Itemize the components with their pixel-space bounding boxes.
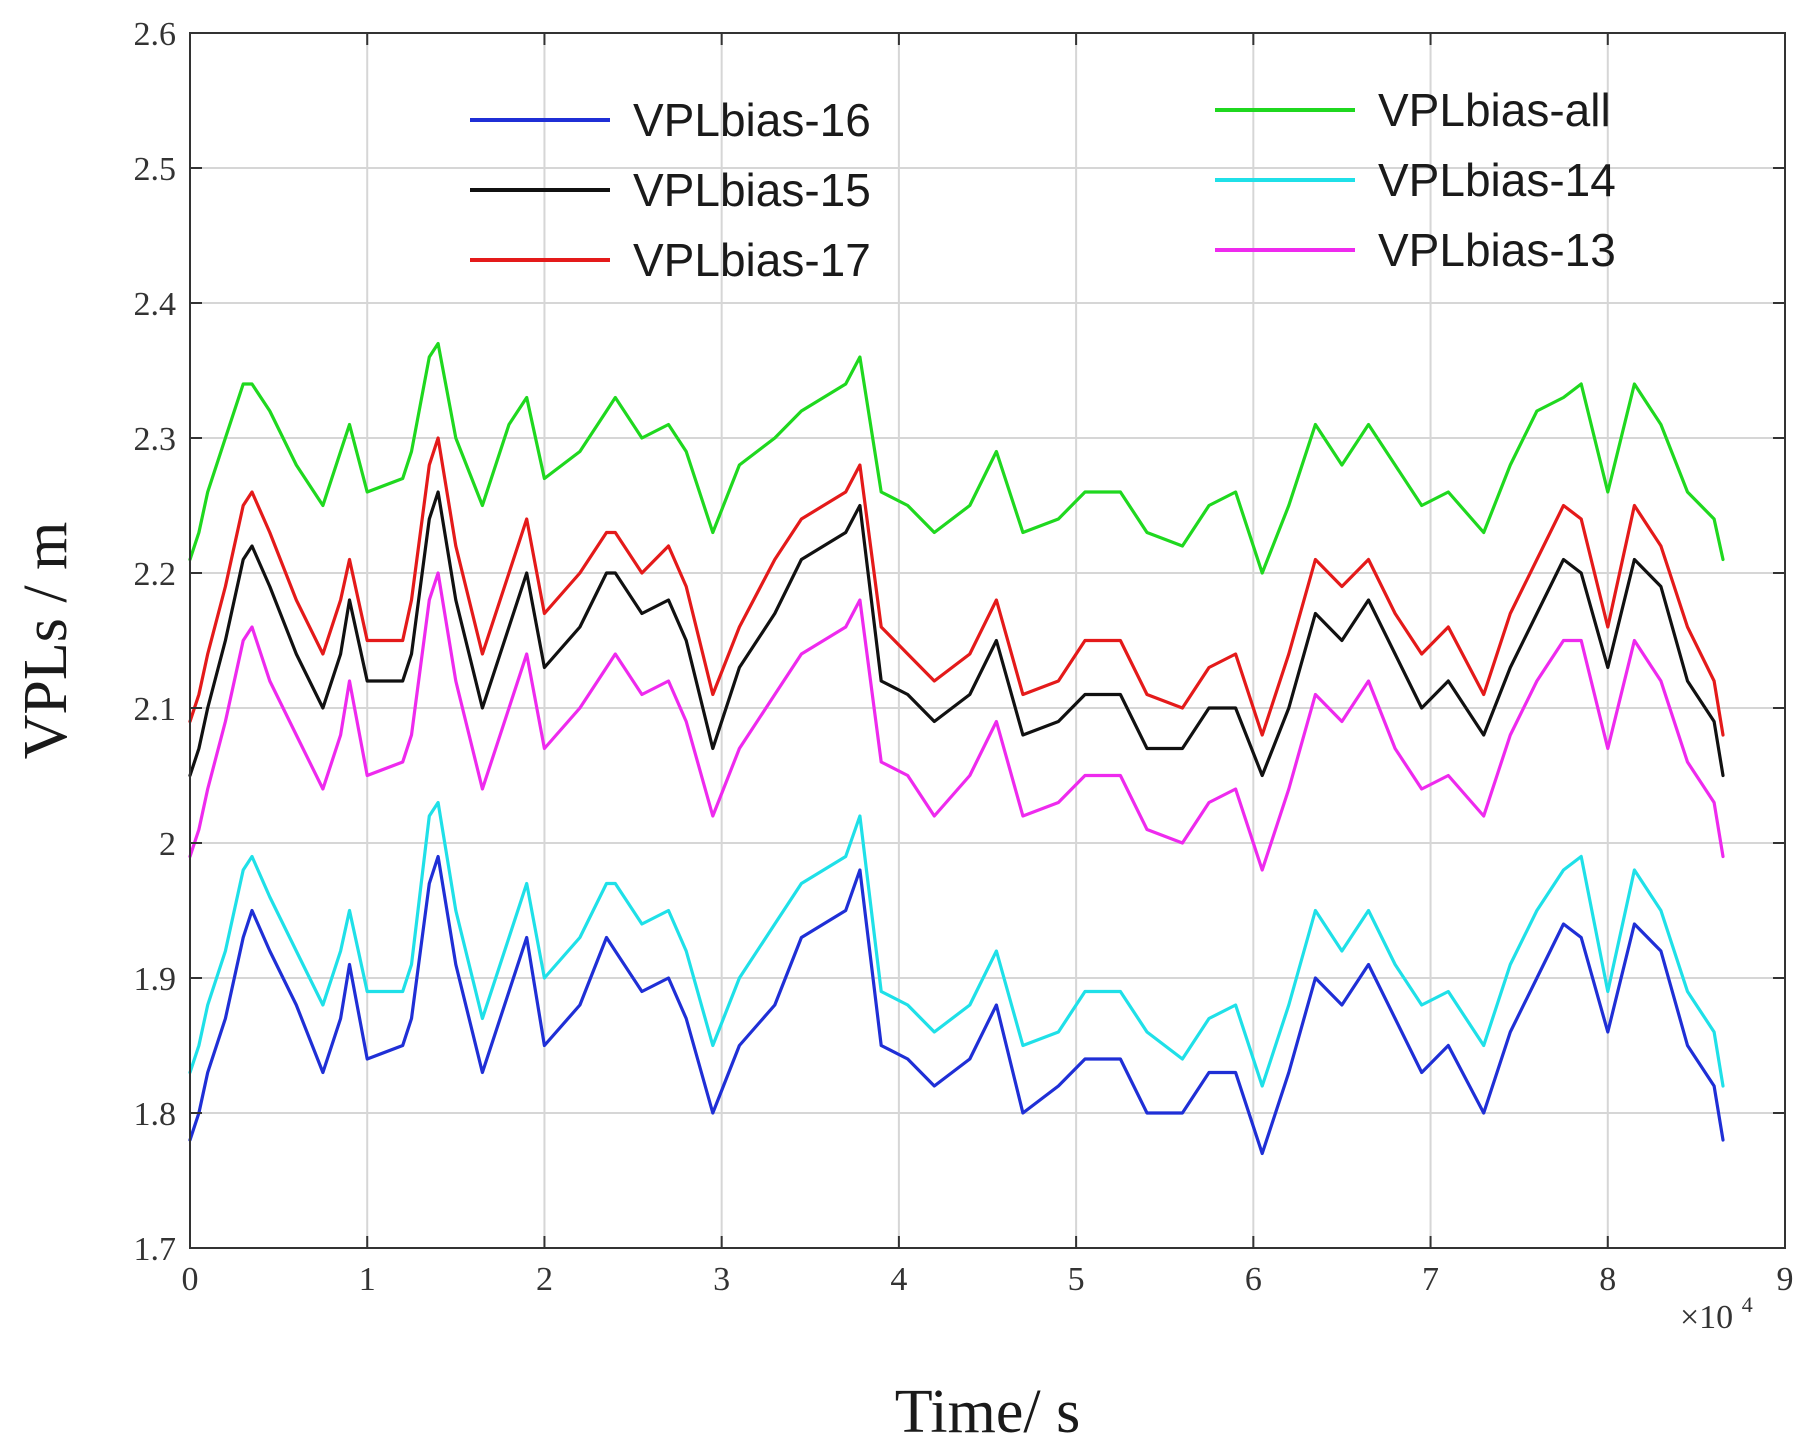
series-line-vplbias-16 <box>188 854 1725 1156</box>
y-tick-label: 2.4 <box>134 286 177 323</box>
axis-ticks: 0 1 2 3 4 5 6 7 8 9 1.7 1.8 1.9 2 2.1 2.2 2.3 2.4 2.5 2.6 <box>134 16 1794 1298</box>
y-tick-label: 1.9 <box>134 961 177 998</box>
legend-item: VPLbias-all <box>1215 84 1611 136</box>
y-tick-label: 2.6 <box>134 16 177 53</box>
x-tick-label: 3 <box>713 1261 730 1298</box>
plot-frame <box>189 32 1786 1249</box>
x-tick-label: 2 <box>536 1261 553 1298</box>
x-tick-label: 6 <box>1245 1261 1262 1298</box>
x-axis-multiplier-base: ×10 <box>1680 1299 1733 1336</box>
legend-label: VPLbias-14 <box>1378 154 1616 206</box>
x-tick-label: 1 <box>359 1261 376 1298</box>
x-axis-multiplier-exponent: 4 <box>1742 1292 1753 1317</box>
legend-label: VPLbias-all <box>1378 84 1611 136</box>
legend-label: VPLbias-16 <box>633 94 871 146</box>
legend-label: VPLbias-17 <box>633 234 871 286</box>
y-tick-label: 2.1 <box>134 691 177 728</box>
x-axis-multiplier: ×10 4 <box>1680 1292 1753 1336</box>
legend-item: VPLbias-16 <box>470 94 871 146</box>
legend-label: VPLbias-15 <box>633 164 871 216</box>
series-line-vplbias-15 <box>188 490 1725 778</box>
x-tick-label: 8 <box>1599 1261 1616 1298</box>
x-tick-label: 9 <box>1777 1261 1794 1298</box>
y-tick-label: 2 <box>159 826 176 863</box>
series-line-vplbias-17 <box>188 436 1725 737</box>
legend-item: VPLbias-15 <box>470 164 871 216</box>
legend-label: VPLbias-13 <box>1378 224 1616 276</box>
x-tick-label: 5 <box>1068 1261 1085 1298</box>
x-tick-label: 0 <box>182 1261 199 1298</box>
x-tick-label: 7 <box>1422 1261 1439 1298</box>
legend: VPLbias-16 VPLbias-15 VPLbias-17 VPLbias-al… <box>470 84 1616 286</box>
grid-lines <box>190 33 1785 1248</box>
series-line-vplbias-all <box>188 341 1725 575</box>
y-tick-label: 2.5 <box>134 151 177 188</box>
series-lines <box>188 341 1725 1156</box>
legend-item: VPLbias-14 <box>1215 154 1616 206</box>
x-tick-label: 4 <box>890 1261 907 1298</box>
legend-item: VPLbias-17 <box>470 234 871 286</box>
y-tick-label: 1.7 <box>134 1231 177 1268</box>
x-axis-label: Time/ s <box>895 1378 1081 1446</box>
y-tick-label: 2.3 <box>134 421 177 458</box>
series-line-vplbias-13 <box>188 571 1725 872</box>
y-tick-label: 2.2 <box>134 556 177 593</box>
legend-item: VPLbias-13 <box>1215 224 1616 276</box>
series-line-vplbias-14 <box>188 800 1725 1088</box>
y-axis-label: VPLs / m <box>12 522 80 760</box>
y-tick-label: 1.8 <box>134 1096 177 1133</box>
